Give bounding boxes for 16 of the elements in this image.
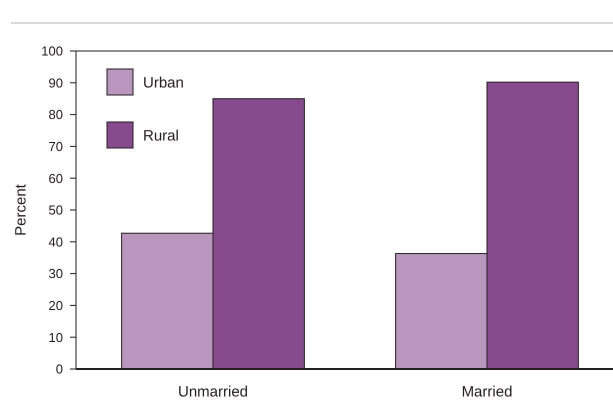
legend-label: Urban — [143, 74, 184, 92]
y-tick-label: 60 — [48, 170, 63, 186]
y-axis-title: Percent — [12, 183, 30, 236]
y-tick-label: 0 — [56, 362, 63, 377]
y-tick-label: 90 — [48, 75, 63, 90]
x-tick-label: Unmarried — [178, 383, 248, 400]
y-tick-label: 50 — [48, 202, 63, 218]
y-tick-label: 70 — [48, 138, 63, 154]
legend-label: Rural — [143, 127, 179, 144]
y-tick-label: 40 — [48, 234, 63, 250]
y-tick-label: 10 — [48, 330, 63, 345]
y-tick-label: 80 — [48, 107, 63, 122]
x-tick-label: Married — [462, 383, 512, 400]
y-tick-label: 30 — [48, 266, 63, 282]
y-tick-label: 100 — [41, 44, 63, 59]
y-tick-label: 20 — [48, 298, 63, 313]
